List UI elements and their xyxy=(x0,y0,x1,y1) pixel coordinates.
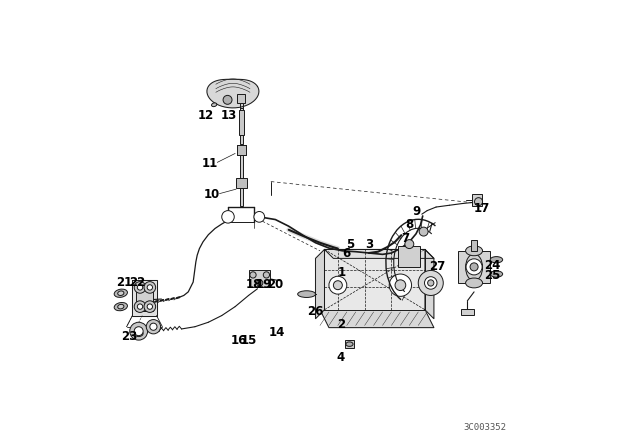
Ellipse shape xyxy=(490,271,502,277)
Text: 24: 24 xyxy=(484,258,500,271)
Text: 18: 18 xyxy=(246,278,262,291)
Text: 15: 15 xyxy=(241,334,257,347)
Bar xyxy=(237,94,245,103)
Text: 19: 19 xyxy=(256,278,273,291)
Circle shape xyxy=(147,319,161,334)
Bar xyxy=(239,155,243,179)
Polygon shape xyxy=(324,250,425,310)
Text: 4: 4 xyxy=(336,352,344,365)
Circle shape xyxy=(138,285,143,290)
Ellipse shape xyxy=(212,103,217,107)
Circle shape xyxy=(147,285,152,290)
Circle shape xyxy=(223,95,232,104)
Bar xyxy=(398,246,420,267)
Text: 3C003352: 3C003352 xyxy=(464,423,507,432)
Polygon shape xyxy=(425,250,434,319)
Text: 17: 17 xyxy=(474,202,490,215)
Circle shape xyxy=(466,259,482,275)
Polygon shape xyxy=(132,280,157,315)
Polygon shape xyxy=(320,310,434,327)
Polygon shape xyxy=(316,250,324,319)
Ellipse shape xyxy=(465,246,483,256)
Text: 20: 20 xyxy=(268,278,284,291)
Circle shape xyxy=(424,277,437,289)
Circle shape xyxy=(419,227,428,236)
Text: 14: 14 xyxy=(269,326,285,339)
Text: 5: 5 xyxy=(346,237,355,250)
Bar xyxy=(239,110,244,135)
Text: 27: 27 xyxy=(429,260,445,273)
Text: 13: 13 xyxy=(220,109,237,122)
Ellipse shape xyxy=(346,342,353,346)
Circle shape xyxy=(333,281,342,290)
Circle shape xyxy=(144,301,156,312)
Text: 16: 16 xyxy=(230,334,247,347)
Ellipse shape xyxy=(118,304,124,309)
Ellipse shape xyxy=(465,278,483,288)
Circle shape xyxy=(254,211,264,222)
Text: 6: 6 xyxy=(342,246,350,259)
Bar xyxy=(248,271,270,288)
Circle shape xyxy=(263,272,269,278)
Bar xyxy=(239,188,243,206)
Text: 10: 10 xyxy=(204,189,220,202)
Ellipse shape xyxy=(114,302,127,311)
Circle shape xyxy=(138,304,143,309)
Text: 7: 7 xyxy=(401,232,409,245)
Polygon shape xyxy=(324,250,434,258)
Ellipse shape xyxy=(298,291,316,297)
Circle shape xyxy=(257,280,263,286)
Text: 11: 11 xyxy=(202,157,218,170)
Text: 21: 21 xyxy=(116,276,132,289)
Bar xyxy=(239,108,243,144)
Bar xyxy=(237,145,246,155)
Text: 3: 3 xyxy=(365,237,373,250)
Ellipse shape xyxy=(465,254,483,281)
Ellipse shape xyxy=(490,257,502,263)
Circle shape xyxy=(221,211,234,223)
Circle shape xyxy=(150,323,157,330)
Bar xyxy=(458,251,490,283)
Circle shape xyxy=(147,304,152,309)
Circle shape xyxy=(144,282,156,293)
Bar xyxy=(344,340,355,348)
Ellipse shape xyxy=(135,331,143,336)
Bar xyxy=(461,309,474,315)
Circle shape xyxy=(250,272,256,278)
Ellipse shape xyxy=(118,291,124,296)
Circle shape xyxy=(395,280,406,291)
Circle shape xyxy=(134,282,146,293)
Text: 22: 22 xyxy=(129,276,145,289)
Bar xyxy=(236,178,247,188)
Text: 12: 12 xyxy=(198,109,214,122)
Circle shape xyxy=(329,276,347,294)
Circle shape xyxy=(389,274,412,296)
Circle shape xyxy=(470,263,478,271)
Text: 2: 2 xyxy=(337,318,346,331)
Bar xyxy=(471,240,477,251)
Circle shape xyxy=(474,198,483,206)
Bar xyxy=(472,194,482,206)
Text: 9: 9 xyxy=(413,205,421,218)
Text: 23: 23 xyxy=(121,330,137,343)
Ellipse shape xyxy=(114,289,127,297)
Circle shape xyxy=(419,271,444,296)
Circle shape xyxy=(130,322,148,340)
Circle shape xyxy=(134,327,143,336)
Text: 25: 25 xyxy=(484,269,500,282)
Circle shape xyxy=(134,301,146,312)
Bar xyxy=(239,103,243,108)
Text: 8: 8 xyxy=(405,217,413,231)
Bar xyxy=(136,284,152,311)
Text: 1: 1 xyxy=(337,266,346,279)
Circle shape xyxy=(428,280,434,286)
Polygon shape xyxy=(207,79,259,108)
Circle shape xyxy=(405,240,414,249)
Text: 26: 26 xyxy=(307,305,324,318)
